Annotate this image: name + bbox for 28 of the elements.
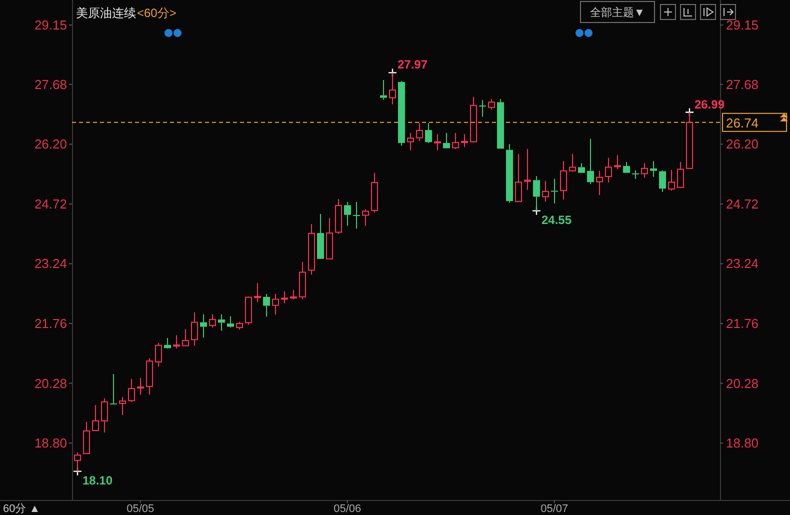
y-tick-label: 21.76 bbox=[34, 316, 67, 332]
x-tick-label: 05/06 bbox=[334, 503, 362, 515]
y2-tick-label: 26.20 bbox=[726, 136, 759, 152]
y-tick-label: 27.68 bbox=[34, 76, 67, 92]
extreme-label: 27.97 bbox=[398, 58, 428, 72]
extreme-label: 18.10 bbox=[82, 473, 113, 488]
y2-tick-label: 18.80 bbox=[726, 436, 759, 451]
ref-line-label: 26.74 bbox=[726, 115, 759, 130]
theme-button-label: 全部主题▼ bbox=[590, 7, 645, 19]
y2-tick-label: 24.72 bbox=[726, 196, 759, 212]
y2-tick-label: 21.76 bbox=[726, 316, 759, 332]
y2-tick-label: 29.15 bbox=[726, 18, 759, 33]
y-tick-label: 23.24 bbox=[34, 256, 67, 272]
y2-tick-label: 23.24 bbox=[726, 256, 759, 272]
subtitle: <60分> bbox=[137, 6, 176, 20]
y2-tick-label: 20.28 bbox=[726, 376, 759, 391]
x-tick-label: 05/07 bbox=[540, 503, 568, 515]
title: 美原油连续 bbox=[76, 6, 136, 20]
y-tick-label: 20.28 bbox=[34, 376, 67, 391]
extreme-label: 26.99 bbox=[694, 97, 725, 112]
period-label: 60分 ▲ bbox=[3, 503, 40, 515]
extreme-label: 24.55 bbox=[542, 212, 572, 227]
y-tick-label: 29.15 bbox=[34, 18, 67, 33]
x-tick-label: 05/05 bbox=[126, 503, 154, 515]
y2-tick-label: 27.68 bbox=[726, 76, 759, 92]
y-tick-label: 26.20 bbox=[34, 136, 67, 152]
y-tick-label: 18.80 bbox=[34, 436, 67, 451]
y-tick-label: 24.72 bbox=[34, 196, 67, 212]
